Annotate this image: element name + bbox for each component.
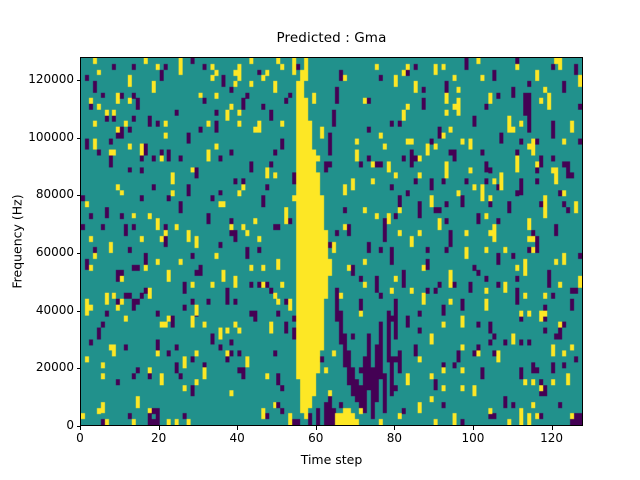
x-tick-mark [158,426,160,430]
y-tick-mark [76,80,80,82]
heatmap-axes [80,57,583,426]
x-tick-mark [80,426,81,430]
x-tick-label: 80 [386,431,403,445]
x-tick-label: 20 [150,431,167,445]
y-tick-label: 100000 [28,129,74,144]
y-axis-label: Frequency (Hz) [9,194,25,289]
chart-title: Predicted : Gma [276,30,387,46]
y-tick-mark [76,310,80,312]
x-tick-label: 40 [229,431,245,445]
x-tick-mark [394,426,396,430]
x-axis-label: Time step [300,452,363,467]
x-tick-label: 60 [308,431,324,445]
y-tick-label: 20000 [35,360,74,375]
x-tick-mark [472,426,474,430]
x-tick-mark [315,426,317,430]
x-tick-label: 100 [461,431,485,445]
y-tick-mark [76,195,80,197]
y-tick-label: 120000 [28,72,74,87]
y-tick-label: 80000 [35,187,74,202]
y-tick-label: 60000 [35,245,74,260]
x-tick-mark [551,426,553,430]
y-tick-mark [76,426,80,427]
y-tick-label: 40000 [35,302,74,317]
heatmap-canvas [81,58,582,425]
x-tick-label: 0 [76,431,84,445]
y-tick-mark [76,137,80,139]
x-tick-mark [237,426,239,430]
y-tick-label: 0 [66,418,74,432]
y-tick-mark [76,368,80,370]
x-tick-label: 120 [540,431,564,445]
y-tick-mark [76,253,80,255]
